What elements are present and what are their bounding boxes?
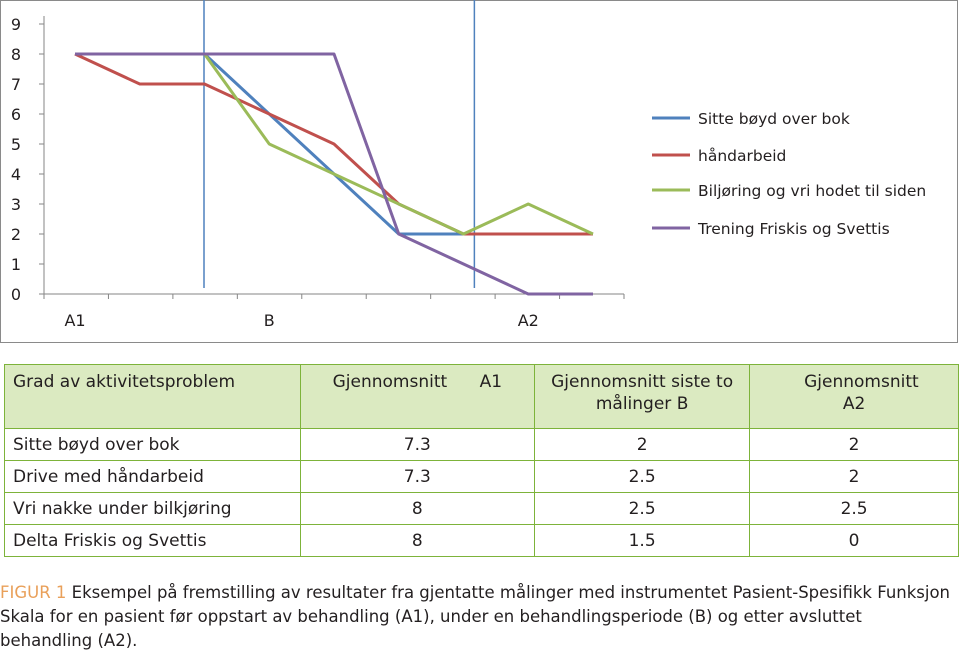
header-mean-a2-text: Gjennomsnitt A2 (804, 372, 919, 414)
caption-text: Eksempel på fremstilling av resultater f… (0, 583, 951, 650)
y-tick-label: 0 (11, 285, 21, 304)
y-tick-label: 9 (11, 15, 21, 34)
row-activity: Drive med håndarbeid (4, 460, 301, 493)
chart-frame (0, 0, 958, 343)
x-tick-label: B (264, 311, 275, 330)
y-tick-label: 8 (11, 45, 21, 64)
legend-label: håndarbeid (698, 147, 786, 165)
row-mean-a2: 2.5 (749, 492, 959, 525)
row-mean-b: 1.5 (534, 524, 751, 557)
series-line (74, 52, 593, 236)
line-chart: 0 1 2 3 4 5 6 7 8 9 A1 B A2 Sitte bøyd over bok håndar… (11, 0, 926, 330)
row-mean-a2: 2 (749, 428, 959, 461)
y-tick-label: 4 (11, 165, 21, 184)
header-mean-a1-text: Gjennomsnitt A1 (332, 372, 503, 392)
row-mean-b: 2 (534, 428, 751, 461)
header-mean-a1: Gjennomsnitt A1 (299, 364, 536, 429)
table-row: Sitte bøyd over bok 7.3 2 2 (4, 428, 959, 461)
table-row: Delta Friskis og Svettis 8 1.5 0 (4, 524, 959, 557)
row-activity: Vri nakke under bilkjøring (4, 492, 301, 525)
y-tick-label: 3 (11, 195, 21, 214)
header-mean-a2: Gjennomsnitt A2 (749, 364, 959, 429)
row-activity: Delta Friskis og Svettis (4, 524, 301, 557)
row-mean-a1: 8 (299, 492, 536, 525)
table-row: Vri nakke under bilkjøring 8 2.5 2.5 (4, 492, 959, 525)
legend-label: Trening Friskis og Svettis (697, 220, 890, 238)
y-tick-label: 6 (11, 105, 21, 124)
row-mean-a1: 7.3 (299, 428, 536, 461)
row-mean-a1: 8 (299, 524, 536, 557)
y-tick-label: 1 (11, 255, 21, 274)
row-mean-a2: 0 (749, 524, 959, 557)
caption-label: FIGUR 1 (0, 583, 67, 602)
header-mean-b-text: Gjennomsnitt siste to målinger B (551, 372, 734, 414)
y-tick-label: 7 (11, 75, 21, 94)
figure-caption: FIGUR 1 Eksempel på fremstilling av resu… (0, 581, 958, 653)
series-line (75, 52, 593, 296)
legend-label: Biljøring og vri hodet til siden (698, 182, 926, 200)
legend-label: Sitte bøyd over bok (698, 110, 850, 128)
table-header-row: Grad av aktivitetsproblem Gjennomsnitt A… (4, 364, 959, 429)
header-activity: Grad av aktivitetsproblem (4, 364, 301, 429)
row-mean-b: 2.5 (534, 460, 751, 493)
row-mean-a1: 7.3 (299, 460, 536, 493)
x-tick-label: A1 (64, 311, 85, 330)
x-tick-label: A2 (518, 311, 539, 330)
row-activity: Sitte bøyd over bok (4, 428, 301, 461)
header-mean-b: Gjennomsnitt siste to målinger B (534, 364, 751, 429)
results-table: Grad av aktivitetsproblem Gjennomsnitt A… (4, 364, 959, 557)
y-tick-label: 5 (11, 135, 21, 154)
row-mean-b: 2.5 (534, 492, 751, 525)
row-mean-a2: 2 (749, 460, 959, 493)
y-tick-label: 2 (11, 225, 21, 244)
table-row: Drive med håndarbeid 7.3 2.5 2 (4, 460, 959, 493)
